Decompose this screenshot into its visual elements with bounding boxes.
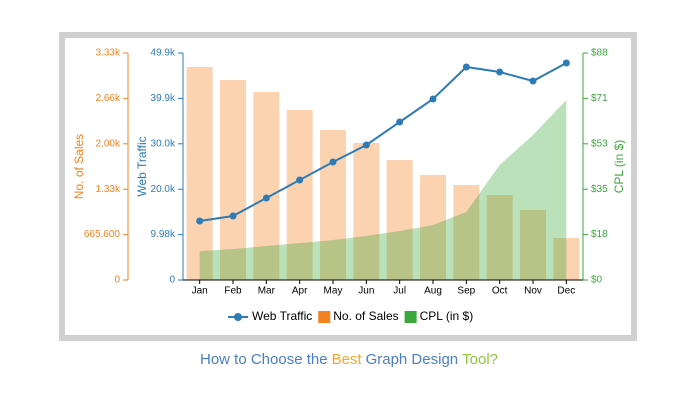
x-tick-label: Aug [424,286,442,297]
line-marker [396,118,404,126]
page-title: How to Choose the Best Graph Design Tool? [200,351,498,368]
axis-title: No. of Sales [72,134,86,199]
x-tick-label: Oct [492,286,508,297]
title-part: How to Choose the [200,351,328,368]
legend-swatch [404,311,417,323]
title-part: Tool? [462,351,498,368]
bar [286,110,313,281]
x-tick-label: Apr [292,286,308,297]
tick-label: 2.66k [96,93,121,104]
area [199,99,567,281]
tick-label: $18 [591,229,608,240]
bar [553,237,580,280]
tick-label: 0 [114,275,120,286]
line-marker [196,217,204,225]
bar [353,143,380,280]
bar [420,175,446,280]
axis-title: CPL (in $) [612,140,626,194]
bar [220,80,246,280]
x-tick-label: Sep [457,286,475,297]
tick-label: 30.0k [151,138,176,149]
x-tick-label: Jul [393,286,406,297]
tick-label: $35 [591,184,608,195]
bar [453,184,480,280]
tick-label: 39.9k [151,93,176,104]
line [199,62,567,222]
bar [520,210,546,280]
title-part: Best [332,351,363,368]
tick-label: 1.33k [96,184,121,195]
tick-label: $53 [591,138,608,149]
chart-frame [59,32,637,341]
tick-label: 665.600 [84,229,121,240]
line-marker [296,176,304,184]
tick-label: $71 [591,93,608,104]
tick-label: 2.00k [96,138,121,149]
legend-marker [234,313,242,321]
line-marker [462,63,470,71]
tick-label: 49.9k [151,48,176,59]
bar [186,66,213,280]
tick-label: $0 [591,275,603,286]
tick-label: 20.0k [151,184,176,195]
x-tick-label: Dec [557,286,575,297]
legend-label: No. of Sales [333,309,398,323]
x-tick-label: Feb [224,286,242,297]
x-tick-label: Mar [258,286,276,297]
axis-title: Web Traffic [135,136,149,196]
tick-label: 3.33k [96,48,121,59]
line-marker [429,95,437,103]
line-marker [529,77,537,85]
line-marker [562,59,570,67]
bar [320,130,346,280]
legend-swatch [318,311,331,323]
line-marker [496,68,504,76]
line-marker [262,194,270,202]
tick-label: $88 [591,48,608,59]
line-marker [229,212,237,220]
line-marker [362,141,370,149]
x-tick-label: Nov [524,286,542,297]
x-tick-label: May [324,286,343,297]
legend-label: CPL (in $) [420,309,474,323]
tick-label: 0 [169,275,175,286]
bar [486,195,513,280]
bar [253,92,280,280]
title-part: Graph Design [366,351,459,368]
bar [386,160,413,280]
x-tick-label: Jun [358,286,374,297]
x-tick-label: Jan [192,286,208,297]
tick-label: 9.98k [151,229,176,240]
legend-label: Web Traffic [252,309,312,323]
line-marker [329,158,337,166]
